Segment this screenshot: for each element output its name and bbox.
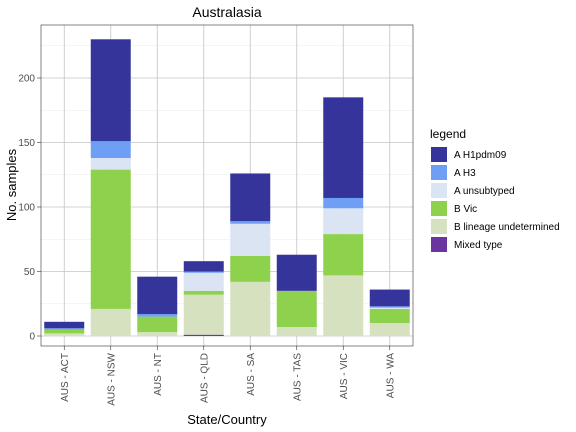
bar-segment-a-h3-aus-wa	[369, 306, 410, 308]
bar-segment-a-h1pdm09-aus-nt	[137, 276, 178, 315]
bar-segment-a-h1pdm09-aus-vic	[323, 97, 364, 198]
x-tick-label: AUS - QLD	[199, 353, 210, 403]
bar-segment-b-lineage-undetermined-aus-nsw	[90, 308, 131, 336]
bar-segment-a-unsubtyped-aus-qld	[183, 272, 224, 291]
legend-swatch	[431, 165, 447, 180]
bar-segment-b-vic-aus-nsw	[90, 169, 131, 309]
bar-segment-a-unsubtyped-aus-nsw	[90, 157, 131, 170]
legend-label: A unsubtyped	[454, 186, 515, 197]
bar-segment-a-h3-aus-vic	[323, 197, 364, 209]
bar-segment-b-vic-aus-nt	[137, 316, 178, 333]
legend-swatch	[431, 147, 447, 162]
x-tick-label: AUS - WA	[385, 353, 396, 399]
bar-segment-a-h3-aus-sa	[230, 221, 271, 224]
y-axis-ticks: 0 50 100 150 200	[18, 74, 41, 343]
bar-segment-b-vic-aus-wa	[369, 308, 410, 324]
bar-segment-a-h1pdm09-aus-tas	[276, 254, 317, 291]
x-tick-label: AUS - NT	[153, 353, 164, 396]
bar-segment-b-lineage-undetermined-aus-act	[44, 333, 85, 336]
x-axis-title: State/Country	[187, 412, 267, 427]
bar-segment-a-unsubtyped-aus-vic	[323, 208, 364, 235]
y-tick-label: 100	[18, 203, 35, 214]
bar-segment-b-lineage-undetermined-aus-sa	[230, 281, 271, 336]
x-tick-label: AUS - VIC	[339, 353, 350, 399]
x-tick-label: AUS - SA	[246, 353, 257, 396]
legend-label: B lineage undetermined	[454, 222, 560, 233]
bar-segment-a-h1pdm09-aus-act	[44, 321, 85, 329]
bar-segment-b-vic-aus-qld	[183, 290, 224, 295]
y-tick-label: 150	[18, 138, 35, 149]
bar-segment-b-lineage-undetermined-aus-vic	[323, 275, 364, 336]
legend-label: B Vic	[454, 204, 477, 215]
bar-segment-a-h1pdm09-aus-sa	[230, 173, 271, 222]
bar-segment-b-vic-aus-vic	[323, 234, 364, 276]
legend-title: legend	[430, 127, 466, 141]
x-tick-label: AUS - ACT	[60, 353, 71, 402]
legend-swatch	[431, 237, 447, 252]
bar-segment-b-lineage-undetermined-aus-nt	[137, 332, 178, 336]
legend-label: A H1pdm09	[454, 150, 507, 161]
y-tick-label: 50	[24, 267, 36, 278]
y-tick-label: 0	[29, 332, 35, 343]
y-axis-title: No. samples	[4, 148, 19, 221]
legend-swatch	[431, 219, 447, 234]
x-axis-ticks: AUS - ACT AUS - NSW AUS - NT AUS - QLD AUS -…	[60, 346, 396, 406]
legend-label: A H3	[454, 168, 476, 179]
legend: legend A H1pdm09 A H3 A unsubtyped B Vic B l…	[430, 127, 560, 252]
x-tick-label: AUS - TAS	[292, 353, 303, 401]
bar-segment-mixed-type-aus-qld	[183, 334, 224, 336]
bar-segment-a-h1pdm09-aus-nsw	[90, 39, 131, 142]
bar-segment-a-unsubtyped-aus-sa	[230, 223, 271, 257]
chart-title: Australasia	[192, 4, 261, 20]
legend-items: A H1pdm09 A H3 A unsubtyped B Vic B lineage …	[431, 147, 560, 252]
plot-border	[40, 24, 414, 347]
bar-segment-b-lineage-undetermined-aus-tas	[276, 326, 317, 336]
bar-segment-a-h1pdm09-aus-qld	[183, 261, 224, 272]
bar-segment-a-h1pdm09-aus-wa	[369, 289, 410, 307]
bar-segment-b-vic-aus-act	[44, 329, 85, 334]
bar-segment-a-h3-aus-nt	[137, 314, 178, 317]
bar-segment-b-vic-aus-sa	[230, 256, 271, 282]
bar-segment-a-h3-aus-act	[44, 328, 85, 330]
bars	[44, 39, 410, 336]
bar-segment-a-unsubtyped-aus-wa	[369, 307, 410, 309]
bar-segment-b-lineage-undetermined-aus-qld	[183, 294, 224, 335]
legend-swatch	[431, 183, 447, 198]
bar-segment-a-h3-aus-qld	[183, 271, 224, 273]
bar-segment-b-lineage-undetermined-aus-wa	[369, 323, 410, 336]
bar-segment-a-h3-aus-nsw	[90, 141, 131, 158]
bar-segment-b-vic-aus-tas	[276, 290, 317, 327]
x-tick-label: AUS - NSW	[106, 352, 117, 405]
legend-swatch	[431, 201, 447, 216]
legend-label: Mixed type	[454, 240, 503, 251]
y-tick-label: 200	[18, 74, 35, 85]
